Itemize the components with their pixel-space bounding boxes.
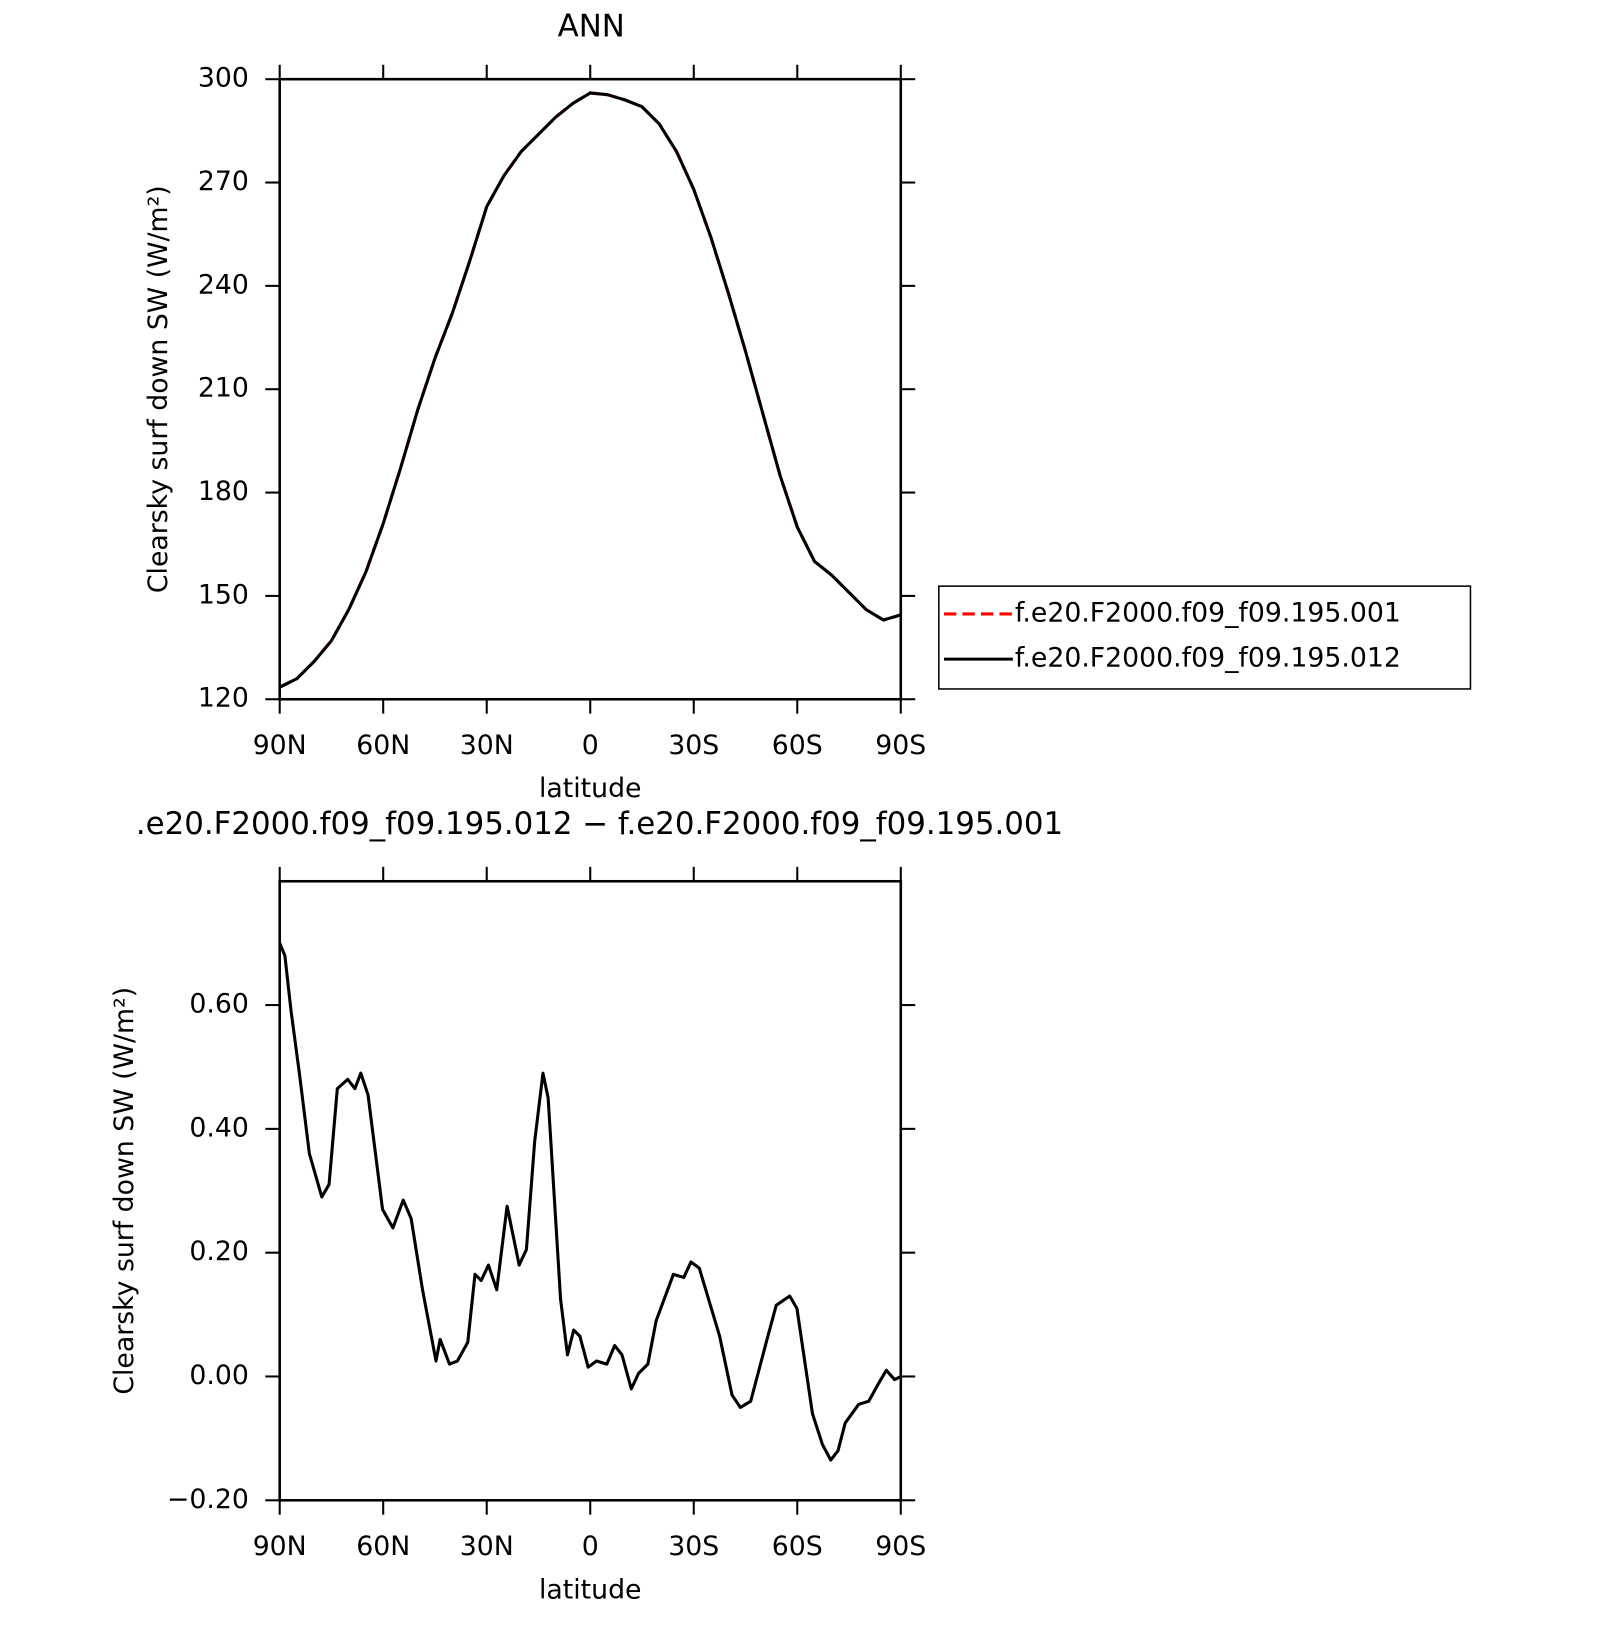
y-axis-label: Clearsky surf down SW (W/m²) (143, 185, 174, 593)
legend-label: f.e20.F2000.f09_f09.195.001 (1015, 597, 1401, 628)
chart-title: .e20.F2000.f09_f09.195.012 − f.e20.F2000… (136, 806, 1063, 842)
x-tick-label: 0 (582, 1531, 599, 1562)
x-axis-label: latitude (539, 1574, 642, 1605)
x-tick-label: 0 (582, 730, 599, 761)
y-tick-label: 150 (198, 579, 249, 610)
x-tick-label: 60S (772, 1531, 823, 1562)
y-tick-label: 0.20 (189, 1236, 249, 1267)
x-tick-label: 60N (356, 1531, 410, 1562)
y-tick-label: 0.40 (189, 1112, 249, 1143)
y-tick-label: 180 (198, 476, 249, 507)
legend-box (938, 585, 1472, 690)
data-line (278, 942, 902, 1462)
y-axis-label: Clearsky surf down SW (W/m²) (109, 987, 140, 1395)
y-tick-label: 270 (198, 166, 249, 197)
plot-frame (278, 879, 903, 1502)
x-tick-label: 30S (668, 730, 719, 761)
data-line (279, 91, 902, 689)
y-tick-label: −0.20 (167, 1484, 249, 1515)
x-tick-label: 90S (875, 1531, 926, 1562)
plot-frame (278, 77, 903, 701)
data-line (279, 91, 902, 689)
legend-label: f.e20.F2000.f09_f09.195.012 (1015, 643, 1401, 674)
x-tick-label: 90N (253, 730, 307, 761)
x-tick-label: 30N (460, 730, 514, 761)
y-tick-label: 120 (198, 683, 249, 714)
chart-title: ANN (558, 8, 625, 44)
y-tick-label: 0.60 (189, 989, 249, 1020)
x-tick-label: 60S (772, 730, 823, 761)
x-tick-label: 90N (253, 1531, 307, 1562)
x-axis-label: latitude (539, 773, 642, 804)
x-tick-label: 30N (460, 1531, 514, 1562)
y-tick-label: 210 (198, 373, 249, 404)
x-tick-label: 60N (356, 730, 410, 761)
x-tick-label: 90S (875, 730, 926, 761)
x-tick-label: 30S (668, 1531, 719, 1562)
y-tick-label: 300 (198, 63, 249, 94)
y-tick-label: 0.00 (189, 1360, 249, 1391)
y-tick-label: 240 (198, 269, 249, 300)
